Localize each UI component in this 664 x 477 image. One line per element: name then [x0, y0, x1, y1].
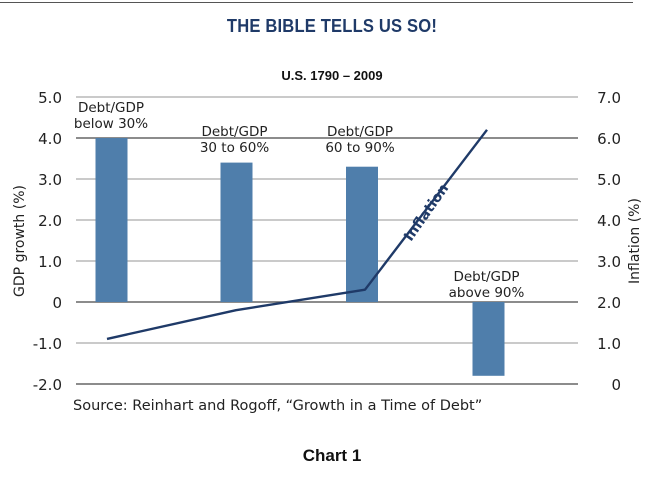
bar-1: [95, 138, 128, 302]
source-note: Source: Reinhart and Rogoff, “Growth in …: [73, 398, 483, 414]
right-tick-label: 4.0: [597, 212, 621, 230]
bar-category-label: Debt/GDP: [453, 269, 519, 285]
left-tick-label: 4.0: [38, 130, 62, 148]
left-tick-label: 1.0: [38, 253, 62, 271]
inflation-line-group: [106, 129, 488, 341]
right-tick-label: 7.0: [597, 89, 621, 107]
bar-4: [472, 302, 505, 376]
bar-2: [220, 162, 253, 302]
left-axis-ticks: 5.0 4.0 3.0 2.0 1.0 0 -1.0 -2.0: [33, 89, 62, 394]
bar-category-label: 30 to 60%: [200, 140, 269, 156]
right-tick-label: 1.0: [597, 335, 621, 353]
bar-3: [346, 166, 378, 302]
left-tick-label: 0: [52, 294, 62, 312]
bar-category-label: Debt/GDP: [327, 124, 393, 140]
inflation-line-label: Inflation: [401, 181, 452, 244]
gridlines: [76, 96, 578, 385]
bar-category-label: below 30%: [74, 116, 148, 132]
right-tick-label: 2.0: [597, 294, 621, 312]
inflation-line: [106, 129, 488, 341]
chart-caption: Chart 1: [302, 446, 362, 465]
top-rule: [0, 2, 633, 3]
left-tick-label: -1.0: [33, 335, 62, 353]
left-tick-label: 5.0: [38, 89, 62, 107]
right-tick-label: 3.0: [597, 253, 621, 271]
page-title: THE BIBLE TELLS US SO!: [226, 16, 438, 36]
bars: [95, 138, 505, 376]
bar-category-label: Debt/GDP: [78, 100, 144, 116]
left-tick-label: -2.0: [33, 376, 62, 394]
right-axis-ticks: 7.0 6.0 5.0 4.0 3.0 2.0 1.0 0: [597, 89, 621, 394]
left-tick-label: 3.0: [38, 171, 62, 189]
bar-category-label: Debt/GDP: [201, 124, 267, 140]
right-axis-title: Inflation (%): [627, 198, 643, 284]
bar-category-label: above 90%: [449, 285, 525, 301]
left-tick-label: 2.0: [38, 212, 62, 230]
left-axis-title: GDP growth (%): [12, 185, 28, 297]
right-tick-label: 0: [611, 376, 621, 394]
chart-title: U.S. 1790 – 2009: [281, 68, 383, 83]
bar-category-label: 60 to 90%: [325, 140, 394, 156]
right-tick-label: 5.0: [597, 171, 621, 189]
right-tick-label: 6.0: [597, 130, 621, 148]
